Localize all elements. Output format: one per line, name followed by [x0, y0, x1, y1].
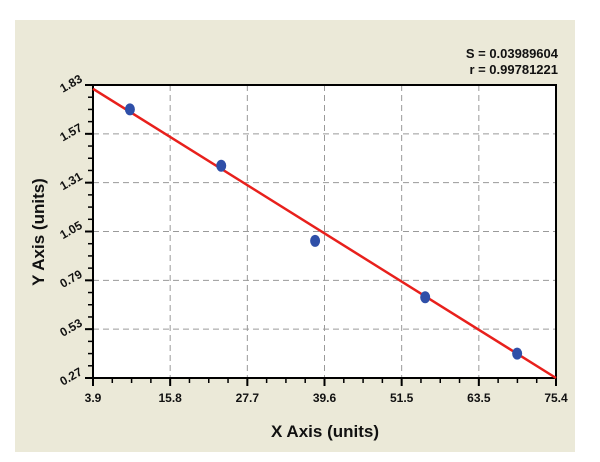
data-point: [216, 159, 227, 172]
x-tick-label: 75.4: [544, 391, 568, 405]
data-point: [124, 103, 135, 116]
x-tick-label: 63.5: [467, 391, 491, 405]
y-axis-label: Y Axis (units): [29, 178, 48, 286]
y-tick-label: 1.31: [57, 169, 85, 193]
x-tick-label: 51.5: [390, 391, 414, 405]
y-tick-label: 0.53: [57, 316, 85, 340]
axes: [85, 84, 557, 386]
y-tick-label: 1.05: [57, 218, 85, 242]
y-tick-label: 1.57: [57, 120, 85, 144]
r-statistic: r = 0.99781221: [469, 62, 558, 77]
regression-line: [92, 87, 557, 380]
x-tick-label: 39.6: [313, 391, 337, 405]
data-point: [512, 347, 523, 360]
x-tick-label: 15.8: [158, 391, 182, 405]
data-point: [420, 291, 431, 304]
x-tick-label: 27.7: [236, 391, 260, 405]
gridlines: [93, 85, 556, 378]
data-point: [310, 234, 321, 247]
x-tick-label: 3.9: [85, 391, 102, 405]
y-tick-label: 1.83: [57, 71, 85, 95]
data-points: [124, 103, 523, 360]
fit-line: [92, 87, 557, 380]
y-tick-label: 0.27: [57, 364, 85, 388]
x-axis-label: X Axis (units): [271, 422, 379, 441]
s-statistic: S = 0.03989604: [465, 46, 558, 61]
y-tick-label: 0.79: [57, 267, 85, 291]
